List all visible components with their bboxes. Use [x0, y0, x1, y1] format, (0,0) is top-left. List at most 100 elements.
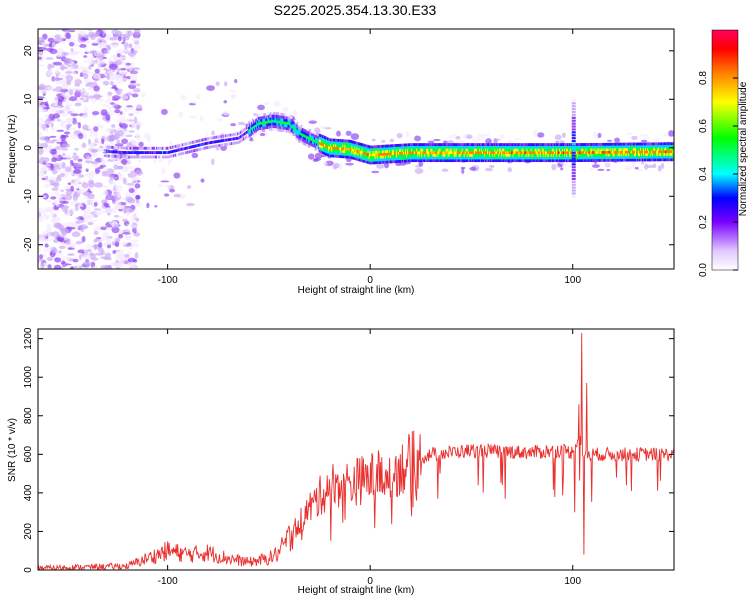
spectrogram-cell [438, 151, 441, 155]
spectrogram-cell [630, 153, 633, 157]
spectrogram-cell [519, 153, 522, 157]
spectrogram-cell [374, 150, 377, 154]
spectrogram-cell [427, 140, 435, 144]
spectrogram-cell [134, 155, 137, 159]
spectrogram-cell [389, 138, 395, 143]
spectrogram-cell [401, 149, 404, 152]
spectrogram-cell [209, 145, 212, 149]
spectrogram-cell [459, 159, 462, 163]
spectrogram-cell [602, 153, 605, 157]
spectrogram-cell [446, 148, 449, 152]
spectrogram-cell [603, 158, 606, 162]
spectrogram-cell [275, 125, 278, 129]
spectrogram-cell [590, 159, 593, 162]
spectrogram-cell [285, 129, 288, 133]
spectrogram-cell [79, 224, 88, 230]
spectrogram-cell [344, 150, 346, 153]
spectrogram-cell [495, 153, 497, 157]
spectrogram-cell [610, 145, 613, 149]
spectrogram-cell [450, 143, 453, 147]
spectrogram-cell [591, 143, 594, 146]
spectrogram-cell [374, 148, 377, 151]
spectrogram-cell [168, 155, 170, 159]
spectrogram-cell [661, 142, 663, 146]
spectrogram-cell [515, 156, 518, 160]
spectrogram-cell [667, 142, 670, 146]
spectrogram-cell [543, 148, 546, 152]
spectrogram-cell [391, 152, 394, 156]
spectrogram-cell [594, 159, 597, 162]
spectrogram-cell [343, 144, 345, 148]
spectrogram-cell [421, 145, 423, 149]
spectrogram-cell [563, 151, 565, 155]
spectrogram-cell [279, 118, 282, 121]
spectrogram-y-tick-label: -20 [23, 237, 34, 252]
spectrogram-cell [107, 150, 109, 153]
spectrogram-cell [553, 148, 556, 152]
spectrogram-cell [450, 153, 453, 157]
spectrogram-cell [650, 158, 652, 162]
spectrogram-cell [263, 118, 265, 122]
spectrogram-cell [575, 159, 577, 163]
spectrogram-cell [334, 138, 336, 142]
spectrogram-cell [453, 148, 456, 152]
spectrogram-cell [599, 158, 602, 162]
spectrogram-cell [463, 148, 466, 152]
spectrogram-cell [363, 146, 366, 150]
spectrogram-cell [324, 138, 326, 142]
spectrogram-cell [525, 151, 528, 155]
spectrogram-cell [413, 148, 415, 152]
spectrogram-cell [303, 131, 306, 135]
spectrogram-cell [315, 137, 318, 141]
spectrogram-cell [500, 143, 502, 147]
spectrogram-cell [424, 151, 426, 155]
spectrogram-cell [364, 144, 367, 148]
spectrogram-cell [446, 156, 449, 160]
spectrogram-cell [262, 124, 264, 127]
spectrogram-cell [259, 129, 261, 133]
spectrogram-cell [291, 130, 294, 134]
spectrogram-cell [464, 159, 467, 163]
spectrogram-cell [118, 71, 128, 75]
spectrogram-cell [647, 153, 649, 156]
spectrogram-cell [290, 124, 293, 127]
spectrogram-cell [264, 123, 266, 127]
spectrogram-cell [251, 127, 253, 131]
spectrogram-cell [253, 131, 255, 134]
spectrogram-cell [623, 156, 626, 159]
spectrogram-cell [463, 145, 466, 149]
spectrogram-cell [348, 155, 351, 159]
spectrogram-cell [229, 137, 232, 141]
spectrogram-cell [275, 112, 278, 115]
spectrogram-cell [435, 156, 438, 160]
spectrogram-cell [592, 151, 595, 154]
spectrogram-cell [551, 159, 554, 163]
spectrogram-cell [504, 151, 506, 155]
spectrogram-cell [543, 153, 546, 157]
spectrogram-cell [665, 153, 667, 156]
spectrogram-cell [395, 157, 398, 161]
spectrogram-cell [373, 161, 376, 165]
spectrogram-cell [249, 120, 251, 124]
spectrogram-cell [453, 151, 456, 155]
spectrogram-x-tick-label: -100 [158, 275, 178, 286]
spectrogram-cell [231, 133, 234, 137]
spectrogram-cell [608, 145, 611, 149]
spectrogram-cell [283, 113, 286, 117]
spectrogram-cell [473, 151, 476, 155]
spectrogram-cell [300, 127, 303, 131]
spectrogram-cell [442, 153, 445, 157]
spectrogram-cell [143, 151, 146, 155]
spectrogram-cell [389, 152, 392, 156]
spectrogram-cell [412, 156, 414, 160]
spectrogram-cell [116, 155, 119, 158]
spectrogram-cell [377, 150, 380, 154]
spectrogram-cell [79, 44, 87, 48]
spectrogram-cell [181, 143, 183, 147]
spectrogram-cell [319, 136, 322, 140]
spectrogram-cell [665, 150, 667, 154]
spectrogram-cell [368, 161, 371, 165]
spectrogram-cell [356, 144, 359, 148]
spectrogram-cell [65, 154, 71, 157]
